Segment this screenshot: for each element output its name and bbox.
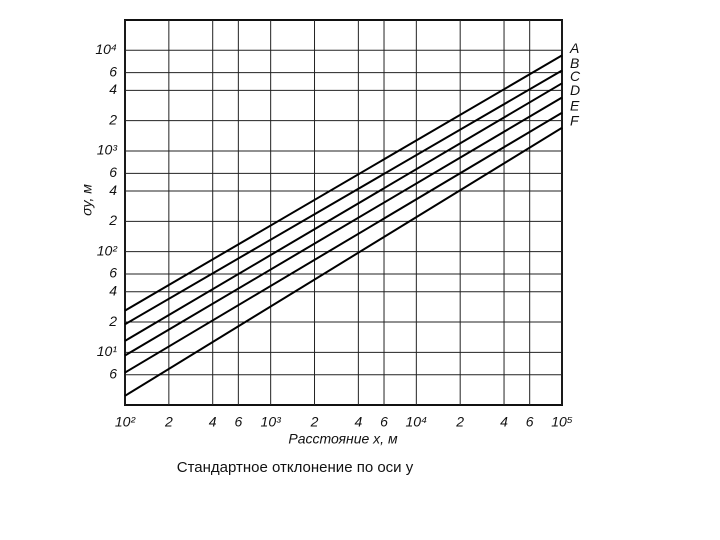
x-tick-label: 10⁴ (406, 414, 428, 430)
series-line (124, 54, 563, 312)
series-line (124, 126, 563, 397)
x-tick-label: 10² (115, 414, 137, 430)
y-tick-label: 10¹ (97, 343, 118, 359)
series-line (124, 111, 563, 374)
series-label: B (570, 55, 579, 71)
x-axis-label: Расстояние x, м (288, 431, 398, 447)
x-tick-label: 2 (455, 414, 464, 430)
y-tick-label: 10³ (97, 142, 118, 158)
y-tick-label: 10² (97, 242, 119, 258)
x-tick-label: 2 (310, 414, 319, 430)
series-line (124, 96, 563, 357)
x-tick-label: 10⁵ (551, 414, 573, 430)
series-line (124, 82, 563, 342)
x-tick-label: 4 (500, 414, 508, 430)
y-tick-label: 4 (109, 182, 117, 198)
y-tick-label: 10⁴ (95, 41, 117, 57)
y-tick-label: 4 (109, 81, 117, 97)
y-tick-label: 6 (109, 164, 117, 180)
series-label: E (570, 97, 580, 113)
x-tick-label: 10³ (261, 414, 282, 430)
x-tick-label: 4 (209, 414, 217, 430)
series-label: A (569, 40, 579, 56)
y-tick-label: 2 (108, 313, 117, 329)
series-line (124, 69, 563, 326)
caption: Стандартное отклонение по оси y (177, 459, 414, 476)
y-tick-label: 2 (108, 212, 117, 228)
x-tick-label: 6 (526, 414, 534, 430)
x-tick-label: 6 (380, 414, 388, 430)
y-axis-label: σy, м (79, 184, 95, 216)
y-tick-label: 4 (109, 282, 117, 298)
y-tick-label: 6 (109, 365, 117, 381)
y-tick-label: 2 (108, 111, 117, 127)
x-tick-label: 6 (234, 414, 242, 430)
series-label: D (570, 82, 580, 98)
series-label: F (570, 112, 580, 128)
y-tick-label: 6 (109, 265, 117, 281)
x-tick-label: 2 (164, 414, 173, 430)
x-tick-label: 4 (354, 414, 362, 430)
y-tick-label: 6 (109, 63, 117, 79)
series-label: C (570, 68, 581, 84)
